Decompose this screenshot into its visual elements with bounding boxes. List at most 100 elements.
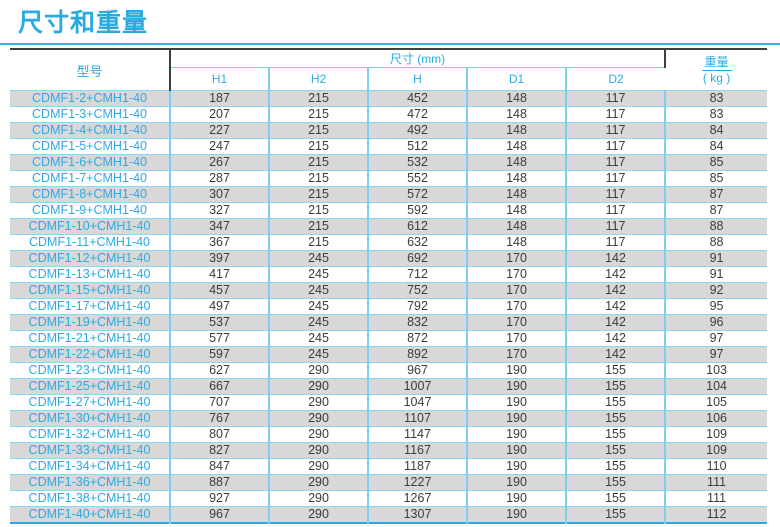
h-value-cell: 792 [367, 298, 467, 315]
model-cell: CDMF1-33+CMH1-40 [10, 442, 170, 459]
model-cell: CDMF1-3+CMH1-40 [10, 106, 170, 123]
h1-value-cell: 807 [169, 426, 269, 443]
model-cell: CDMF1-8+CMH1-40 [10, 186, 170, 203]
weight-value-cell: 88 [664, 234, 768, 251]
h-value-cell: 1307 [367, 506, 467, 523]
weight-value-cell: 109 [664, 442, 768, 459]
h-value-cell: 832 [367, 314, 467, 331]
model-cell: CDMF1-23+CMH1-40 [10, 362, 170, 379]
model-cell: CDMF1-12+CMH1-40 [10, 250, 170, 267]
weight-value-cell: 105 [664, 394, 768, 411]
h-value-cell: 967 [367, 362, 467, 379]
table-row: CDMF1-2+CMH1-40 187 215 452 148 117 83 [10, 90, 768, 107]
h2-value-cell: 290 [268, 458, 368, 475]
h1-value-cell: 367 [169, 234, 269, 251]
h2-value-cell: 290 [268, 490, 368, 507]
d1-value-cell: 190 [466, 442, 566, 459]
h1-value-cell: 187 [169, 90, 269, 107]
table-row: CDMF1-15+CMH1-40 457 245 752 170 142 92 [10, 282, 768, 299]
column-header-h1: H1 [211, 72, 228, 86]
d1-value-cell: 190 [466, 378, 566, 395]
table-row: CDMF1-5+CMH1-40 247 215 512 148 117 84 [10, 138, 768, 155]
table-row: CDMF1-7+CMH1-40 287 215 552 148 117 85 [10, 170, 768, 187]
d2-value-cell: 155 [564, 458, 666, 475]
table-row: CDMF1-19+CMH1-40 537 245 832 170 142 96 [10, 314, 768, 331]
d2-value-cell: 117 [564, 202, 666, 219]
model-cell: CDMF1-10+CMH1-40 [10, 218, 170, 235]
h-value-cell: 892 [367, 346, 467, 363]
table-row: CDMF1-10+CMH1-40 347 215 612 148 117 88 [10, 218, 768, 235]
h1-value-cell: 847 [169, 458, 269, 475]
weight-value-cell: 110 [664, 458, 768, 475]
d2-value-cell: 142 [564, 346, 666, 363]
d1-value-cell: 190 [466, 394, 566, 411]
model-cell: CDMF1-36+CMH1-40 [10, 474, 170, 491]
weight-value-cell: 97 [664, 330, 768, 347]
weight-value-cell: 95 [664, 298, 768, 315]
h-value-cell: 612 [367, 218, 467, 235]
table-row: CDMF1-17+CMH1-40 497 245 792 170 142 95 [10, 298, 768, 315]
weight-value-cell: 83 [664, 106, 768, 123]
model-cell: CDMF1-19+CMH1-40 [10, 314, 170, 331]
h2-value-cell: 245 [268, 330, 368, 347]
model-cell: CDMF1-30+CMH1-40 [10, 410, 170, 427]
model-cell: CDMF1-9+CMH1-40 [10, 202, 170, 219]
model-cell: CDMF1-40+CMH1-40 [10, 506, 170, 523]
table-row: CDMF1-27+CMH1-40 707 290 1047 190 155 10… [10, 394, 768, 411]
weight-value-cell: 84 [664, 138, 768, 155]
h1-value-cell: 537 [169, 314, 269, 331]
model-cell: CDMF1-17+CMH1-40 [10, 298, 170, 315]
h-value-cell: 552 [367, 170, 467, 187]
h2-value-cell: 215 [268, 138, 368, 155]
table-row: CDMF1-34+CMH1-40 847 290 1187 190 155 11… [10, 458, 768, 475]
h2-value-cell: 215 [268, 202, 368, 219]
h1-value-cell: 597 [169, 346, 269, 363]
model-cell: CDMF1-2+CMH1-40 [10, 90, 170, 107]
d1-value-cell: 190 [466, 506, 566, 523]
h2-value-cell: 215 [268, 234, 368, 251]
model-cell: CDMF1-5+CMH1-40 [10, 138, 170, 155]
d1-value-cell: 190 [466, 426, 566, 443]
h2-value-cell: 245 [268, 298, 368, 315]
d2-value-cell: 142 [564, 282, 666, 299]
d2-value-cell: 117 [564, 234, 666, 251]
d1-value-cell: 148 [466, 202, 566, 219]
d2-value-cell: 155 [564, 474, 666, 491]
weight-value-cell: 111 [664, 490, 768, 507]
d2-value-cell: 117 [564, 154, 666, 171]
model-cell: CDMF1-21+CMH1-40 [10, 330, 170, 347]
table-body: CDMF1-2+CMH1-40 187 215 452 148 117 83 C… [10, 90, 768, 523]
weight-value-cell: 109 [664, 426, 768, 443]
model-cell: CDMF1-7+CMH1-40 [10, 170, 170, 187]
d2-value-cell: 117 [564, 122, 666, 139]
column-header-dimensions-group: 尺寸 (mm) [170, 49, 667, 68]
h1-value-cell: 967 [169, 506, 269, 523]
h1-value-cell: 247 [169, 138, 269, 155]
d1-value-cell: 148 [466, 138, 566, 155]
h-value-cell: 1167 [367, 442, 467, 459]
d1-value-cell: 190 [466, 410, 566, 427]
weight-label: 重量 [701, 55, 732, 71]
header-row-group: 型号 尺寸 (mm) 重量 ( kg ) [10, 49, 767, 91]
dimensions-weight-table: 型号 尺寸 (mm) 重量 ( kg ) H1 H2 H D1 D2 CDMF1… [10, 48, 768, 524]
h-value-cell: 1107 [367, 410, 467, 427]
d2-value-cell: 155 [564, 362, 666, 379]
h-value-cell: 472 [367, 106, 467, 123]
h2-value-cell: 290 [268, 362, 368, 379]
h2-value-cell: 215 [268, 218, 368, 235]
d2-value-cell: 117 [564, 138, 666, 155]
h1-value-cell: 577 [169, 330, 269, 347]
h1-value-cell: 667 [169, 378, 269, 395]
h-value-cell: 712 [367, 266, 467, 283]
table-row: CDMF1-13+CMH1-40 417 245 712 170 142 91 [10, 266, 768, 283]
h2-value-cell: 215 [268, 90, 368, 107]
d2-value-cell: 142 [564, 298, 666, 315]
h-value-cell: 572 [367, 186, 467, 203]
d1-value-cell: 148 [466, 106, 566, 123]
d2-value-cell: 155 [564, 506, 666, 523]
h1-value-cell: 307 [169, 186, 269, 203]
table-row: CDMF1-11+CMH1-40 367 215 632 148 117 88 [10, 234, 768, 251]
h-value-cell: 752 [367, 282, 467, 299]
h2-value-cell: 290 [268, 410, 368, 427]
